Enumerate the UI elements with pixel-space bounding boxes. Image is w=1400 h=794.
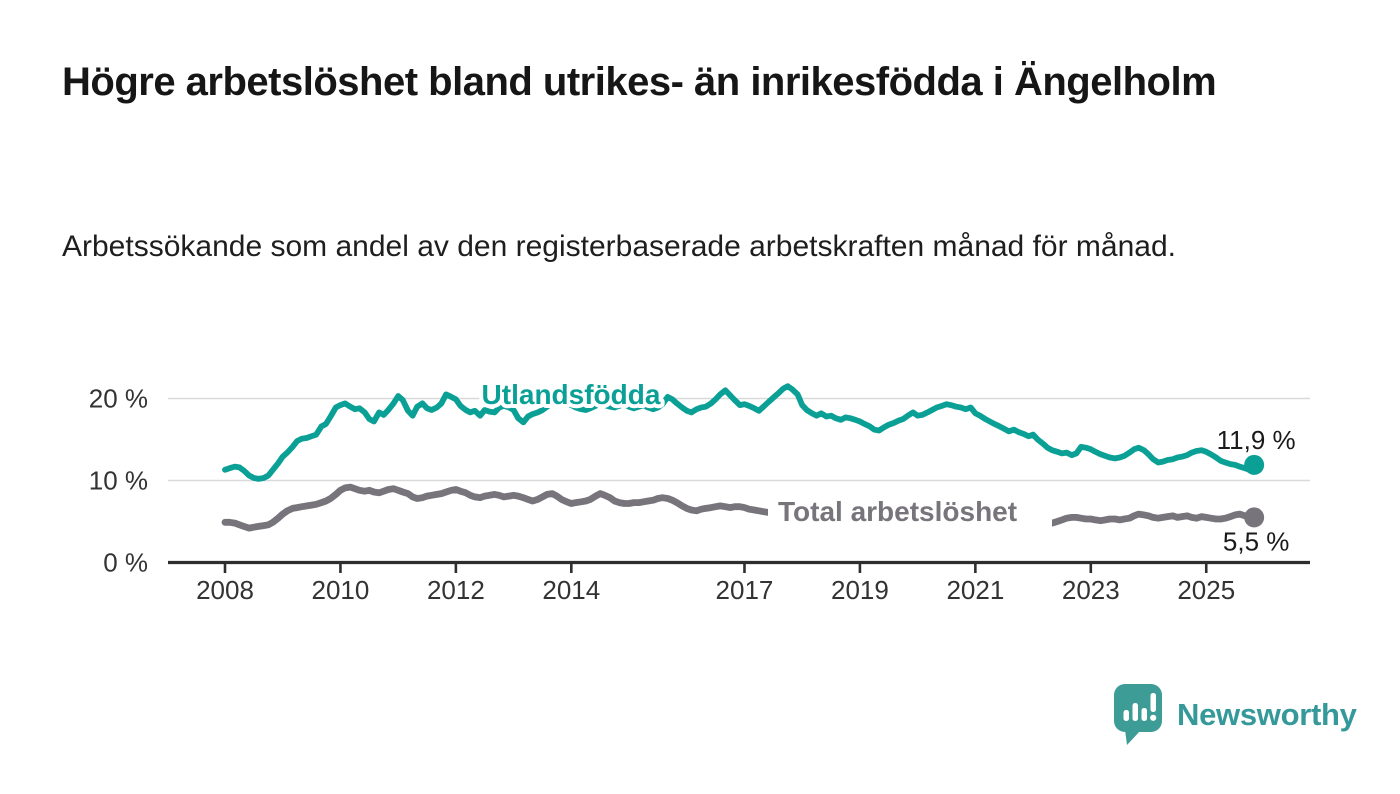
series-label-mask xyxy=(768,492,1052,528)
x-tick-label: 2025 xyxy=(1177,575,1235,605)
end-value-label-utlandsfodda: 11,9 % xyxy=(1217,425,1296,455)
x-tick-label: 2012 xyxy=(427,575,485,605)
y-tick-label: 20 % xyxy=(89,384,148,414)
x-tick-label: 2010 xyxy=(312,575,370,605)
x-tick-label: 2019 xyxy=(831,575,889,605)
newsworthy-logo: Newsworthy xyxy=(1114,684,1357,746)
y-tick-label: 10 % xyxy=(89,466,148,496)
series-label-utlandsfodda: Utlandsfödda xyxy=(482,379,661,410)
end-value-label-total: 5,5 % xyxy=(1223,526,1290,556)
x-tick-label: 2021 xyxy=(946,575,1004,605)
newsworthy-logo-text: Newsworthy xyxy=(1177,697,1357,732)
newsworthy-speech-bubble-barchart-icon xyxy=(1114,684,1162,745)
series-line-utlandsfodda xyxy=(222,383,1257,482)
page-title: Högre arbetslöshet bland utrikes- än inr… xyxy=(62,60,1217,104)
y-tick-label: 0 % xyxy=(103,548,148,578)
series-label-total-arbetsloshet: Total arbetslöshet xyxy=(778,496,1017,527)
series-line-total xyxy=(221,483,1258,532)
chart-subtitle: Arbetssökande som andel av den registerb… xyxy=(62,230,1176,263)
x-tick-label: 2017 xyxy=(716,575,774,605)
end-dot-total xyxy=(1244,507,1265,528)
x-tick-label: 2014 xyxy=(542,575,600,605)
end-dot-utlandsfodda xyxy=(1244,454,1265,475)
x-tick-label: 2023 xyxy=(1062,575,1120,605)
x-tick-label: 2008 xyxy=(196,575,254,605)
